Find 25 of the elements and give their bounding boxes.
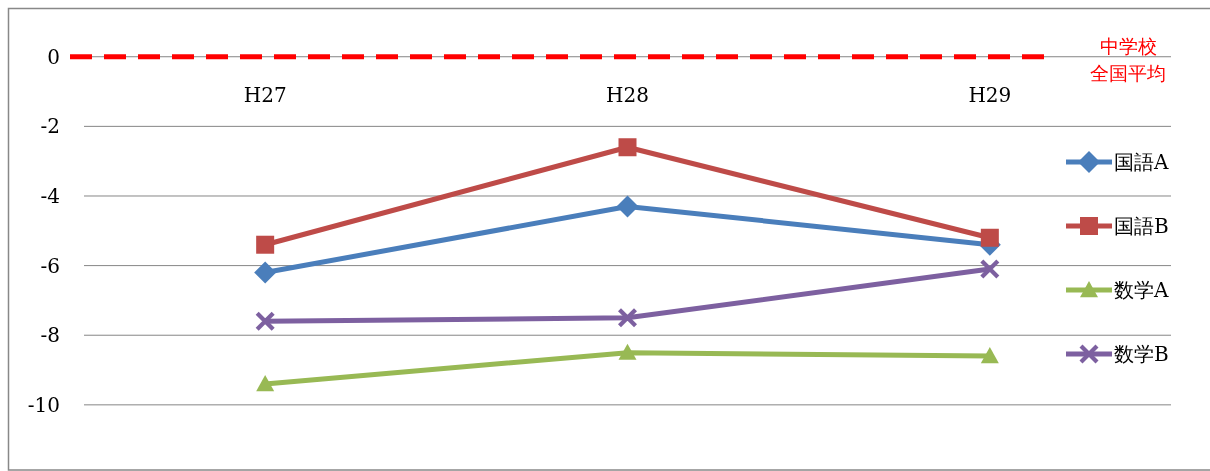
- y-tick-label: -2: [40, 114, 60, 139]
- point: [618, 308, 637, 328]
- point: [980, 228, 999, 247]
- point: [254, 261, 277, 284]
- point: [255, 311, 275, 331]
- x-tick-label: H28: [606, 82, 649, 107]
- point: [980, 347, 999, 364]
- y-tick-label: -4: [40, 183, 60, 208]
- point: [618, 343, 637, 360]
- legend-label: 国語B: [1114, 214, 1169, 238]
- y-tick-label: -8: [40, 323, 60, 348]
- point: [256, 235, 275, 254]
- legend-label: 国語A: [1114, 150, 1169, 174]
- point: [618, 138, 637, 157]
- y-tick-label: -6: [40, 253, 60, 278]
- legend-label: 数学A: [1114, 278, 1169, 302]
- point: [616, 195, 639, 218]
- legend-label: 数学B: [1114, 342, 1169, 366]
- y-tick-label: -10: [27, 392, 60, 417]
- x-tick-label: H29: [968, 82, 1012, 107]
- x-tick-label: H27: [243, 82, 287, 107]
- y-tick-label: 0: [47, 44, 60, 69]
- point: [256, 374, 275, 392]
- point: [980, 259, 1000, 279]
- ref-line-label: 中学校全国平均: [1090, 34, 1166, 84]
